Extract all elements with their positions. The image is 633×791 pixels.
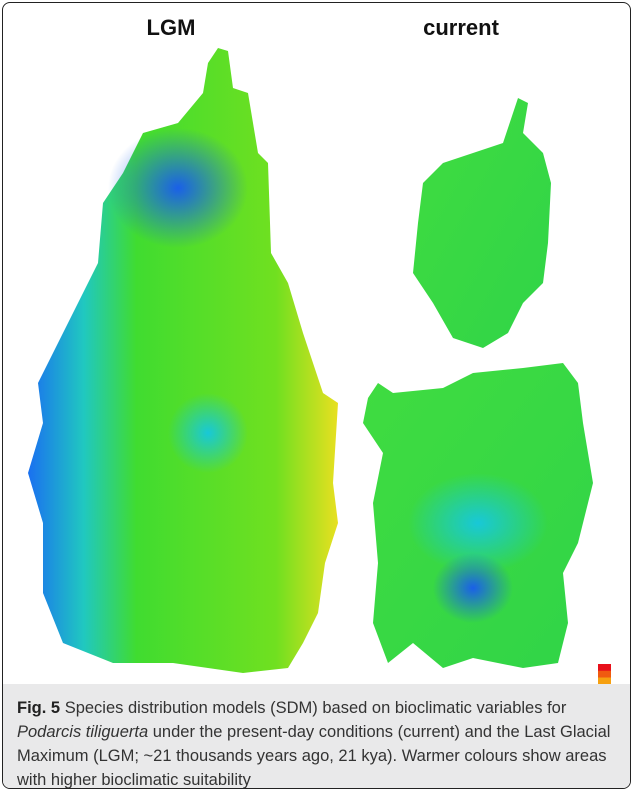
panel-title: current (423, 15, 499, 40)
panel-title: LGM (147, 15, 196, 40)
map-current (363, 98, 593, 668)
color-scale (598, 664, 611, 684)
map-lgm (28, 48, 338, 673)
caption-species: Podarcis tiliguerta (17, 723, 148, 741)
caption: Fig. 5 Species distribution models (SDM)… (3, 684, 630, 788)
color-swatch (598, 671, 611, 678)
color-swatch (598, 664, 611, 671)
caption-text: Species distribution models (SDM) based … (65, 699, 567, 717)
caption-label: Fig. 5 (17, 699, 60, 717)
maps: LGM current (3, 3, 630, 684)
figure-frame: LGM current Fig. 5 Species distribution … (2, 2, 631, 789)
